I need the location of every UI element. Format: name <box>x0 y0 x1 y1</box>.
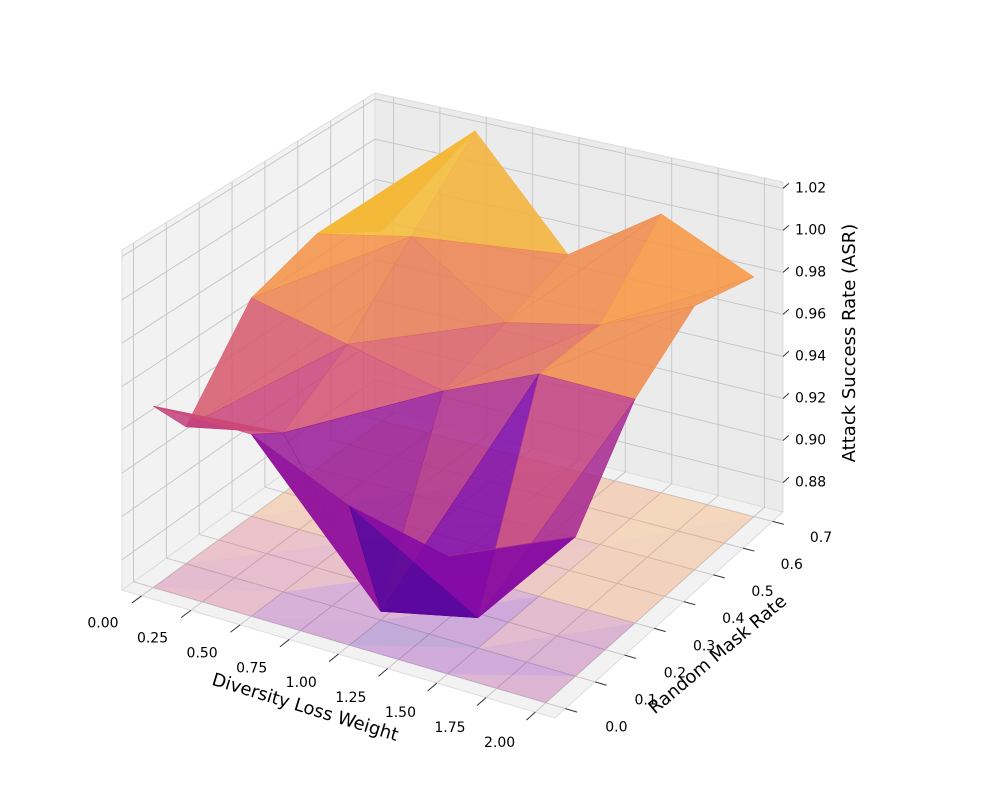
x-tick-label: 1.25 <box>335 690 366 706</box>
floor-contour <box>251 591 381 620</box>
x-tick <box>180 609 192 619</box>
grid-line <box>436 483 673 684</box>
floor-contour <box>539 544 695 597</box>
z-tick <box>782 434 790 441</box>
grid-line <box>374 98 784 189</box>
x-tick <box>230 624 241 633</box>
z-tick-label: 1.02 <box>795 180 826 196</box>
x-tick-label: 0.50 <box>187 645 218 661</box>
grid-line <box>166 557 596 683</box>
y-tick <box>742 547 755 552</box>
z-tick <box>782 308 790 315</box>
z-tick <box>782 224 790 231</box>
x-tick-label: 0.00 <box>87 616 118 632</box>
x-tick <box>279 639 290 648</box>
y-tick-label: 0.7 <box>810 530 832 546</box>
x-tick <box>476 697 487 706</box>
y-tick-label: 0.0 <box>605 720 627 736</box>
y-tick <box>565 708 578 713</box>
floor-contour <box>478 623 635 677</box>
floor-contour <box>539 569 695 623</box>
x-tick-label: 1.50 <box>385 705 416 721</box>
y-tick <box>713 574 725 579</box>
floor-contour <box>447 648 576 677</box>
grid-line <box>133 581 566 710</box>
z-tick <box>782 350 790 357</box>
grid-line <box>121 98 376 257</box>
floor-contour <box>251 616 381 646</box>
floor-contour <box>380 596 540 649</box>
grid-line <box>121 138 376 301</box>
y-tick-label: 0.5 <box>751 584 773 600</box>
z-tick <box>782 266 790 273</box>
floor-contour <box>478 596 635 649</box>
z-tick-label: 0.88 <box>795 475 826 491</box>
z-tick-label: 0.96 <box>795 306 826 322</box>
z-tick-label: 1.00 <box>795 222 826 238</box>
x-tick-label: 2.00 <box>484 735 515 751</box>
y-tick <box>654 627 666 633</box>
z-axis-label: Attack Success Rate (ASR) <box>839 224 860 463</box>
grid-line <box>121 178 376 344</box>
floor-contour <box>600 516 754 570</box>
x-tick <box>131 595 142 604</box>
x-tick <box>526 711 536 721</box>
x-tick <box>378 668 389 677</box>
floor-contour <box>447 674 576 703</box>
z-tick <box>782 476 790 483</box>
y-tick <box>772 520 784 525</box>
y-tick <box>683 601 696 606</box>
x-tick-label: 1.00 <box>286 675 317 691</box>
y-tick <box>624 654 637 659</box>
grid-line <box>534 506 765 713</box>
surface-facet <box>447 536 576 557</box>
floor-contour <box>185 516 348 564</box>
floor-contour <box>600 492 754 545</box>
x-tick <box>328 653 339 662</box>
y-tick-label: 0.4 <box>722 611 744 627</box>
floor-contour <box>185 542 348 592</box>
z-tick-label: 0.94 <box>795 348 826 364</box>
z-tick-label: 0.92 <box>795 390 826 406</box>
x-tick-label: 1.75 <box>434 720 465 736</box>
y-tick-label: 0.2 <box>664 665 686 681</box>
y-tick-label: 0.6 <box>781 557 803 573</box>
x-tick-label: 0.25 <box>137 630 168 646</box>
floor-contour <box>349 645 479 674</box>
z-tick <box>782 182 790 189</box>
x-tick-label: 0.75 <box>236 660 267 676</box>
surface <box>152 130 755 619</box>
x-tick <box>427 682 438 692</box>
z-tick-label: 0.98 <box>795 264 826 280</box>
grid-line <box>485 495 719 699</box>
z-tick-label: 0.90 <box>795 433 826 449</box>
z-tick <box>782 392 790 399</box>
floor-contour <box>153 563 284 592</box>
floor-contour <box>153 587 284 617</box>
y-tick-label: 0.3 <box>693 638 715 654</box>
ticks: 0.00 0.25 0.50 0.75 1.00 1.25 1.50 1.75 2.00 0.0 0… <box>87 180 832 750</box>
floor-contour <box>349 620 479 649</box>
y-tick-label: 0.1 <box>634 693 656 709</box>
y-tick <box>594 681 607 686</box>
